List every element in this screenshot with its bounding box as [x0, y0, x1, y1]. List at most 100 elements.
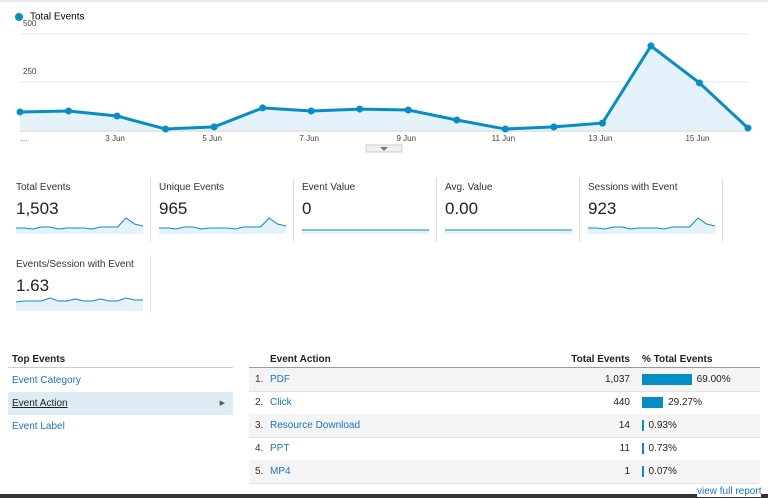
- sparkline-line: [159, 217, 287, 230]
- point: [598, 119, 606, 127]
- metric-label: Events/Session with Event: [16, 259, 134, 270]
- sparkline-area: [16, 218, 143, 234]
- row-rank: 4.: [255, 443, 264, 454]
- metric-label: Unique Events: [159, 182, 225, 193]
- sparkline: [588, 217, 716, 234]
- metric-value: 965: [159, 199, 188, 218]
- line: [19, 43, 750, 131]
- bottom-bar: [0, 494, 768, 498]
- metric-card: Unique Events 965: [153, 178, 294, 242]
- x-tick-label: 15 Jun: [685, 134, 709, 143]
- percent-label: 0.73%: [648, 443, 677, 454]
- sparkline: [445, 229, 572, 234]
- sparkline: [16, 297, 143, 311]
- point: [65, 107, 73, 115]
- total-events: 14: [618, 420, 630, 431]
- y-tick-label: 500: [23, 19, 37, 28]
- legend-label: Total Events: [30, 12, 84, 23]
- sparkline-area: [302, 230, 429, 234]
- sparkline-line: [16, 217, 144, 230]
- sparkline-area: [159, 218, 286, 234]
- event-action-link[interactable]: PPT: [270, 443, 290, 454]
- table-row: 5. MP4 1 0.07%: [249, 460, 760, 484]
- metric-label: Sessions with Event: [588, 182, 678, 193]
- total-events: 11: [619, 443, 630, 454]
- sparkline-area: [445, 230, 572, 234]
- point: [453, 116, 461, 124]
- row-rank: 3.: [255, 420, 264, 431]
- point: [647, 42, 655, 50]
- row-rank: 1.: [255, 374, 264, 385]
- metric-value: 1,503: [16, 199, 59, 218]
- top-border: [0, 0, 768, 2]
- metric-card: Sessions with Event 923: [582, 178, 723, 242]
- event-action-link[interactable]: Click: [270, 397, 292, 408]
- metric-value: 1.63: [16, 276, 50, 295]
- area: [20, 45, 748, 130]
- metric-card: Total Events 1,503: [10, 178, 151, 242]
- metric-label: Avg. Value: [445, 182, 493, 193]
- point: [501, 125, 509, 133]
- row-rank: 5.: [255, 466, 264, 477]
- point: [550, 123, 558, 131]
- point: [307, 107, 315, 115]
- point: [162, 125, 170, 133]
- divider: [8, 367, 233, 368]
- event-action-link[interactable]: Resource Download: [270, 420, 361, 431]
- table-row: 2. Click 440 29.27%: [249, 391, 760, 415]
- percent-label: 69.00%: [696, 374, 731, 385]
- divider: [249, 367, 760, 368]
- percent-label: 0.93%: [648, 420, 677, 431]
- x-tick-label: …: [20, 134, 28, 143]
- top-events-item[interactable]: Event Action ▶: [8, 392, 233, 415]
- sparkline: [302, 229, 429, 234]
- event-action-link[interactable]: PDF: [270, 374, 290, 385]
- total-events: 440: [613, 397, 630, 408]
- percent-bar: [642, 466, 644, 477]
- point: [113, 112, 121, 120]
- metric-card: Avg. Value 0.00: [439, 178, 580, 242]
- point: [356, 105, 364, 113]
- percent-bar: [642, 397, 664, 408]
- point: [404, 106, 412, 114]
- selected-arrow: ▶: [219, 400, 225, 407]
- metric-card: Event Value 0: [296, 178, 437, 242]
- y-tick-label: 250: [23, 67, 37, 76]
- point: [16, 108, 24, 116]
- column-header: % Total Events: [642, 354, 713, 365]
- sparkline: [159, 217, 287, 234]
- x-tick-label: 5 Jun: [202, 134, 222, 143]
- column-header: Event Action: [270, 354, 331, 365]
- percent-bar: [642, 420, 644, 431]
- sparkline: [16, 217, 144, 234]
- top-events-title: Top Events: [12, 354, 66, 365]
- legend-marker: [15, 13, 23, 21]
- point: [695, 79, 703, 87]
- metric-value: 0.00: [445, 199, 479, 218]
- resize-arrow: [380, 147, 388, 151]
- percent-bar: [642, 374, 692, 385]
- total-events: 1,037: [604, 374, 630, 385]
- sparkline-line: [16, 297, 143, 303]
- percent-bar: [642, 443, 644, 454]
- top-events-item[interactable]: Event Category: [12, 375, 81, 386]
- metric-card: Events/Session with Event 1.63: [10, 255, 151, 313]
- column-header: Total Events: [571, 354, 630, 365]
- total-events: 1: [624, 466, 630, 477]
- sparkline-line: [588, 217, 716, 230]
- event-action-link[interactable]: MP4: [270, 466, 291, 477]
- metric-label: Total Events: [16, 182, 71, 193]
- metric-label: Event Value: [302, 182, 356, 193]
- x-tick-label: 3 Jun: [105, 134, 125, 143]
- percent-label: 0.07%: [648, 466, 677, 477]
- top-events-item[interactable]: Event Label: [12, 421, 65, 432]
- row-rank: 2.: [255, 397, 264, 408]
- view-full-report[interactable]: view full report: [697, 486, 762, 497]
- sparkline-area: [588, 218, 715, 234]
- point: [210, 123, 218, 131]
- table-row: 1. PDF 1,037 69.00%: [249, 368, 760, 392]
- x-tick-label: 9 Jun: [396, 134, 416, 143]
- table-row: 4. PPT 11 0.73%: [249, 437, 760, 461]
- point: [744, 124, 752, 132]
